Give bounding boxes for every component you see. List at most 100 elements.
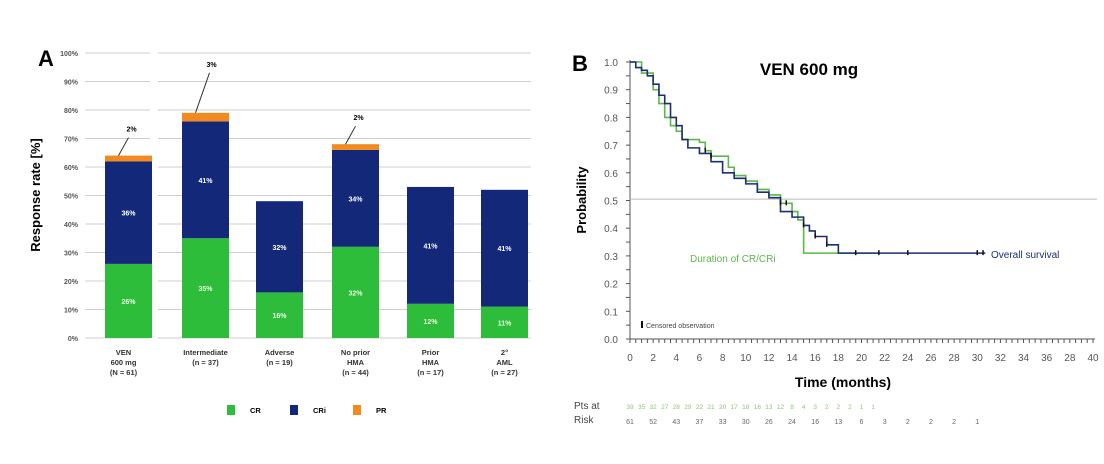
y-tick-label: 0.3 <box>604 252 618 263</box>
x-tick-label: 24 <box>902 353 914 364</box>
data-label: 11% <box>498 320 512 327</box>
at-risk-cr-cri: 32 <box>650 404 658 411</box>
at-risk-os: 37 <box>696 419 704 426</box>
at-risk-cr-cri: 22 <box>696 404 704 411</box>
category-label: 600 mg <box>111 358 137 367</box>
at-risk-os: 30 <box>742 419 750 426</box>
y-tick-label: 0% <box>68 336 79 343</box>
at-risk-cr-cri: 2 <box>837 404 841 411</box>
y-tick-label: 90% <box>64 80 79 87</box>
legend-label: CR <box>250 406 261 415</box>
category-label: (n = 27) <box>491 368 518 377</box>
at-risk-cr-cri: 2 <box>825 404 829 411</box>
bar-pr <box>182 112 229 122</box>
y-tick-label: 40% <box>64 222 79 229</box>
data-label: 16% <box>272 313 287 320</box>
y-axis-label: Response rate [%] <box>28 138 43 251</box>
x-axis-label: Time (months) <box>795 374 891 390</box>
y-tick-label: 60% <box>64 165 79 172</box>
y-tick-label: 50% <box>64 194 79 201</box>
x-tick-label: 34 <box>1018 353 1030 364</box>
bar-cri <box>481 189 528 307</box>
bar-pr <box>105 155 152 162</box>
x-tick-label: 14 <box>786 353 798 364</box>
y-tick-label: 100% <box>60 51 79 58</box>
at-risk-cr-cri: 4 <box>802 404 806 411</box>
at-risk-cr-cri: 17 <box>731 404 739 411</box>
at-risk-os: 26 <box>765 419 773 426</box>
category-label: 2° <box>501 348 508 357</box>
category-label: HMA <box>347 358 365 367</box>
at-risk-cr-cri: 16 <box>754 404 762 411</box>
x-tick-label: 36 <box>1041 353 1053 364</box>
at-risk-cr-cri: 29 <box>684 404 692 411</box>
x-tick-label: 2 <box>650 353 656 364</box>
series-label-os: Overall survival <box>991 250 1059 261</box>
x-tick-label: 20 <box>856 353 868 364</box>
chart-title: VEN 600 mg <box>760 60 858 79</box>
bar-cr <box>105 263 152 338</box>
bar-cr <box>332 246 379 338</box>
category-label: Adverse <box>265 348 295 357</box>
x-tick-label: 22 <box>879 353 891 364</box>
bar-cr <box>481 306 528 338</box>
series-label-duration: Duration of CR/CRi <box>690 254 776 265</box>
pr-leader-line <box>118 137 129 156</box>
at-risk-cr-cri: 21 <box>707 404 715 411</box>
at-risk-cr-cri: 39 <box>626 404 634 411</box>
bar-cri <box>182 121 229 239</box>
legend-label: CRi <box>313 406 326 415</box>
at-risk-os: 13 <box>834 419 842 426</box>
x-tick-label: 16 <box>810 353 822 364</box>
at-risk-os: 43 <box>672 419 680 426</box>
at-risk-label: Risk <box>574 415 594 426</box>
data-label: 41% <box>497 246 512 253</box>
at-risk-os: 1 <box>975 419 979 426</box>
y-tick-label: 1.0 <box>604 58 618 69</box>
category-label: (n = 44) <box>342 368 369 377</box>
y-tick-label: 0.5 <box>604 197 618 208</box>
x-tick-label: 0 <box>627 353 633 364</box>
y-tick-label: 80% <box>64 108 79 115</box>
y-axis-label: Probability <box>574 166 589 234</box>
at-risk-os: 52 <box>649 419 657 426</box>
km-curve-duration-cr-cri <box>630 61 881 254</box>
y-tick-label: 10% <box>64 308 79 315</box>
data-label: 2% <box>126 127 137 134</box>
censor-legend-label: Censored observation <box>646 323 715 330</box>
data-label: 26% <box>121 299 136 306</box>
at-risk-os: 2 <box>929 419 933 426</box>
category-label: (n = 37) <box>192 358 219 367</box>
at-risk-cr-cri: 35 <box>638 404 646 411</box>
legend-swatch-cri <box>290 405 298 415</box>
at-risk-label: Pts at <box>574 401 600 412</box>
data-label: 36% <box>121 211 136 218</box>
at-risk-os: 24 <box>788 419 796 426</box>
category-label: AML <box>496 358 513 367</box>
x-tick-label: 40 <box>1087 353 1099 364</box>
y-tick-label: 0.0 <box>604 335 618 346</box>
bar-cr <box>182 238 229 338</box>
x-tick-label: 6 <box>697 353 703 364</box>
x-tick-label: 4 <box>674 353 680 364</box>
x-tick-label: 18 <box>833 353 845 364</box>
bar-cri <box>105 161 152 264</box>
panel-label-b: B <box>572 51 588 76</box>
category-label: HMA <box>422 358 440 367</box>
y-tick-label: 70% <box>64 137 79 144</box>
data-label: 3% <box>206 62 217 69</box>
x-tick-label: 12 <box>763 353 775 364</box>
category-label: (n = 17) <box>417 368 444 377</box>
legend-swatch-cr <box>227 405 235 415</box>
y-tick-label: 0.9 <box>604 86 618 97</box>
legend-swatch-pr <box>353 405 361 415</box>
data-label: 12% <box>423 319 438 326</box>
at-risk-os: 6 <box>860 419 864 426</box>
at-risk-cr-cri: 18 <box>742 404 750 411</box>
legend-label: PR <box>376 406 387 415</box>
censor-legend-mark <box>641 321 643 328</box>
bar-cr <box>256 292 303 338</box>
category-label: No prior <box>341 348 370 357</box>
